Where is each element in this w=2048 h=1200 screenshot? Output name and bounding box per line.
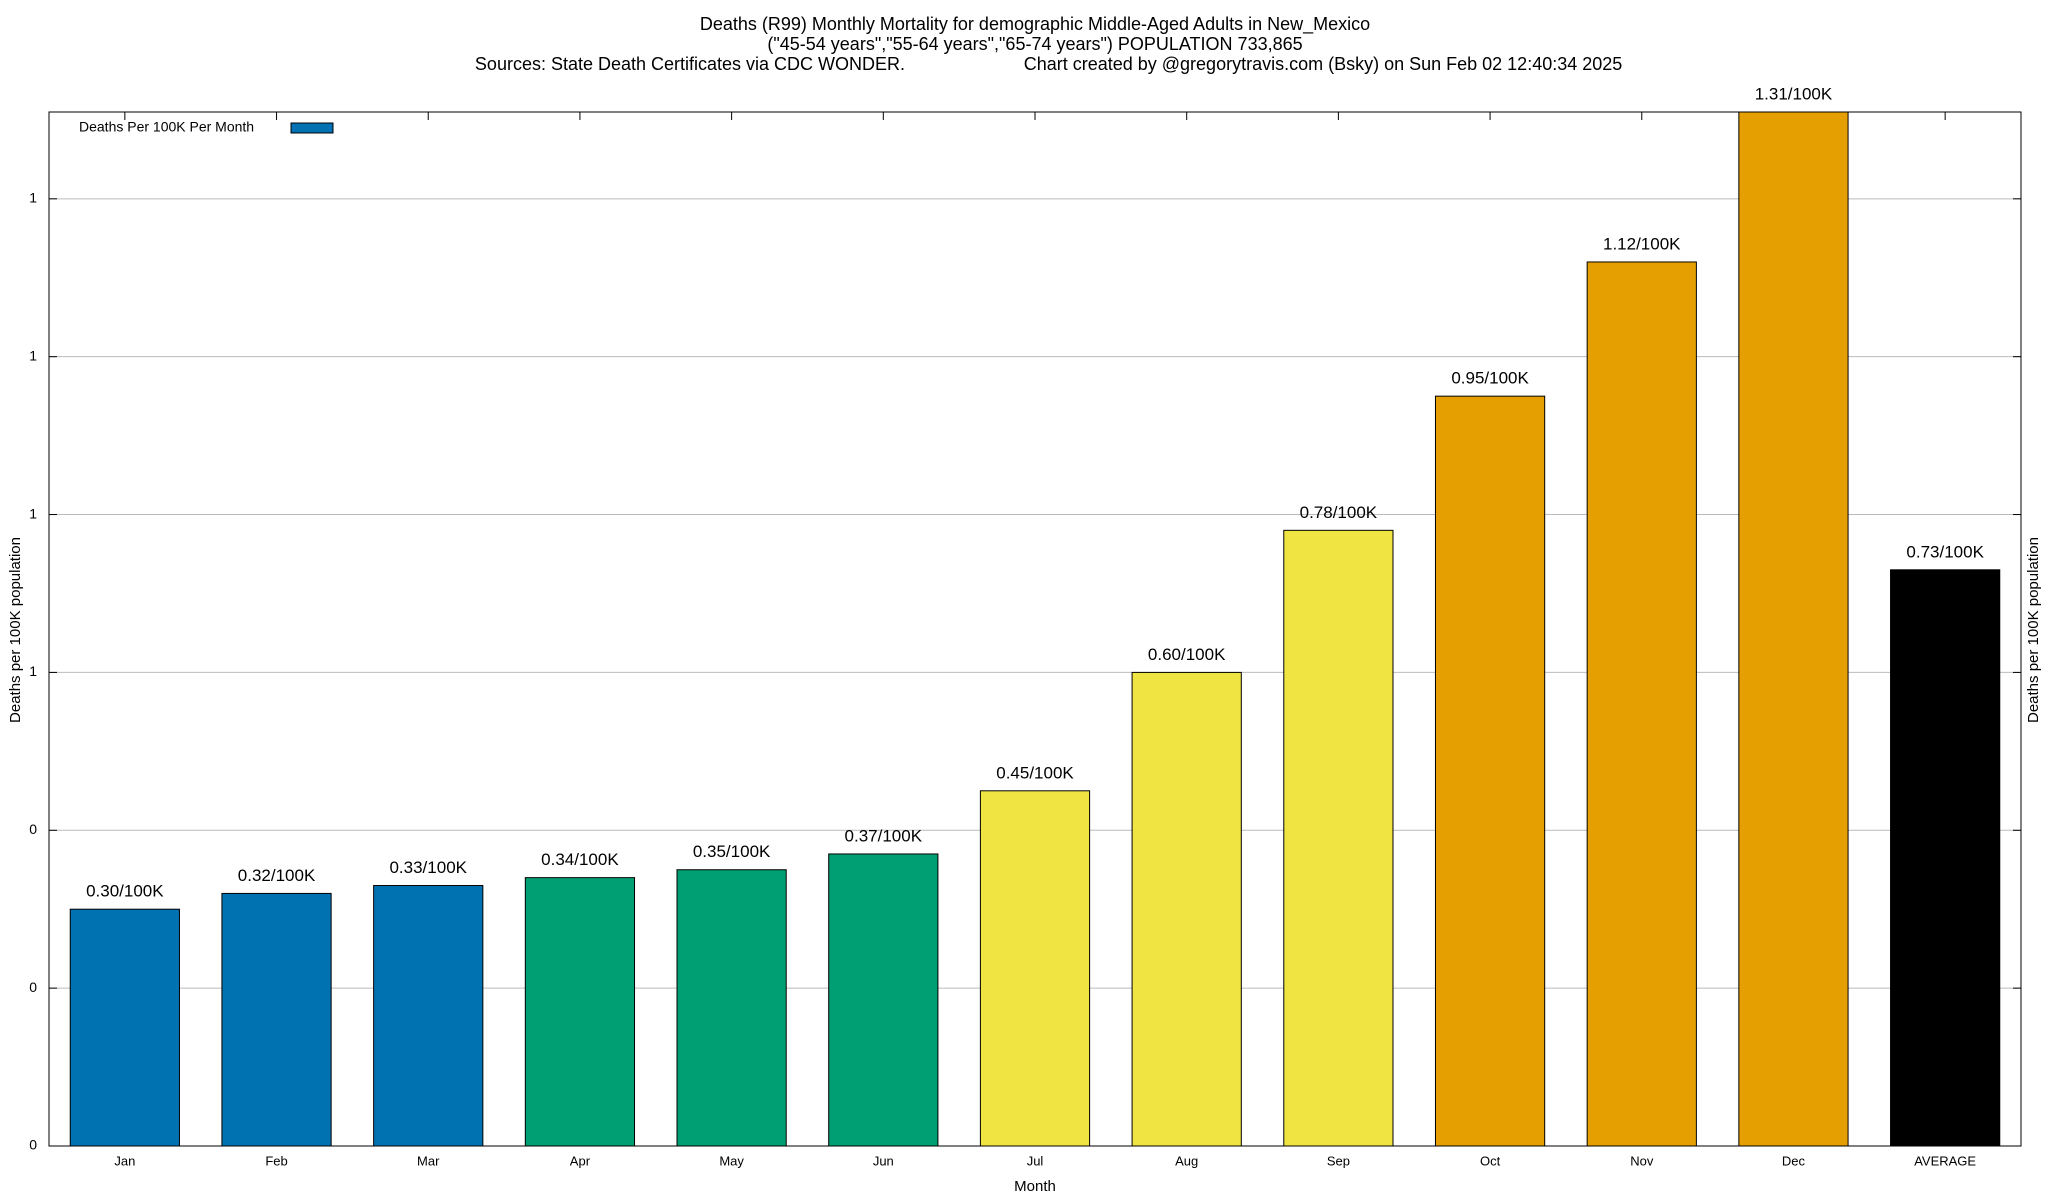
x-axis-label: Month xyxy=(1014,1178,1056,1195)
x-tick-label: Dec xyxy=(1782,1153,1806,1168)
bar xyxy=(69,908,180,1147)
value-label: 1.12/100K xyxy=(1603,234,1681,253)
value-label: 0.78/100K xyxy=(1300,503,1378,522)
value-label: 0.95/100K xyxy=(1451,369,1529,388)
x-tick-label: Sep xyxy=(1327,1153,1350,1168)
chart-source: Sources: State Death Certificates via CD… xyxy=(475,54,905,74)
y-tick-label: 1 xyxy=(29,347,37,363)
value-label: 0.45/100K xyxy=(996,763,1074,782)
x-tick-label: Jan xyxy=(114,1153,135,1168)
value-label: 0.60/100K xyxy=(1148,645,1226,664)
value-label: 0.32/100K xyxy=(238,866,316,885)
bar xyxy=(828,853,939,1147)
chart-title: Deaths (R99) Monthly Mortality for demog… xyxy=(700,14,1370,35)
legend-swatch xyxy=(290,122,334,134)
bar xyxy=(1586,261,1697,1147)
x-tick-label: Oct xyxy=(1480,1153,1501,1168)
y-tick-label: 1 xyxy=(29,505,37,521)
x-tick-label: Nov xyxy=(1630,1153,1654,1168)
bar xyxy=(221,892,332,1147)
bar xyxy=(1283,529,1394,1147)
x-tick-label: Jun xyxy=(873,1153,894,1168)
y-tick-label: 0 xyxy=(29,821,37,837)
bar xyxy=(524,877,636,1147)
y-tick-label: 1 xyxy=(29,190,37,206)
y-tick-label: 0 xyxy=(29,1137,37,1153)
value-label: 0.33/100K xyxy=(389,858,467,877)
y-axis-label: Deaths per 100K population xyxy=(7,537,24,723)
value-label: 1.31/100K xyxy=(1755,84,1833,103)
value-label: 0.34/100K xyxy=(541,850,619,869)
x-tick-label: AVERAGE xyxy=(1914,1153,1976,1168)
bar xyxy=(1131,671,1242,1147)
y2-axis-label: Deaths per 100K population xyxy=(2025,537,2042,723)
x-tick-label: Aug xyxy=(1175,1153,1198,1168)
x-tick-label: Jul xyxy=(1027,1153,1044,1168)
x-tick-label: Apr xyxy=(570,1153,591,1168)
legend-label: Deaths Per 100K Per Month xyxy=(79,119,254,135)
bar xyxy=(373,885,484,1147)
value-label: 0.35/100K xyxy=(693,842,771,861)
x-tick-label: Mar xyxy=(417,1153,440,1168)
value-label: 0.73/100K xyxy=(1906,542,1984,561)
chart-subtitle: ("45-54 years","55-64 years","65-74 year… xyxy=(767,34,1302,54)
bar xyxy=(1434,395,1546,1147)
bar xyxy=(979,790,1091,1147)
x-tick-label: Feb xyxy=(265,1153,287,1168)
bar xyxy=(1890,569,2001,1147)
bar xyxy=(1738,111,1849,1147)
x-tick-label: May xyxy=(719,1153,744,1168)
value-label: 0.30/100K xyxy=(86,882,164,901)
y-tick-label: 0 xyxy=(29,979,37,995)
chart-credit: Chart created by @gregorytravis.com (Bsk… xyxy=(1024,54,1623,74)
bar xyxy=(676,869,787,1147)
y-tick-label: 1 xyxy=(29,663,37,679)
value-label: 0.37/100K xyxy=(845,826,923,845)
